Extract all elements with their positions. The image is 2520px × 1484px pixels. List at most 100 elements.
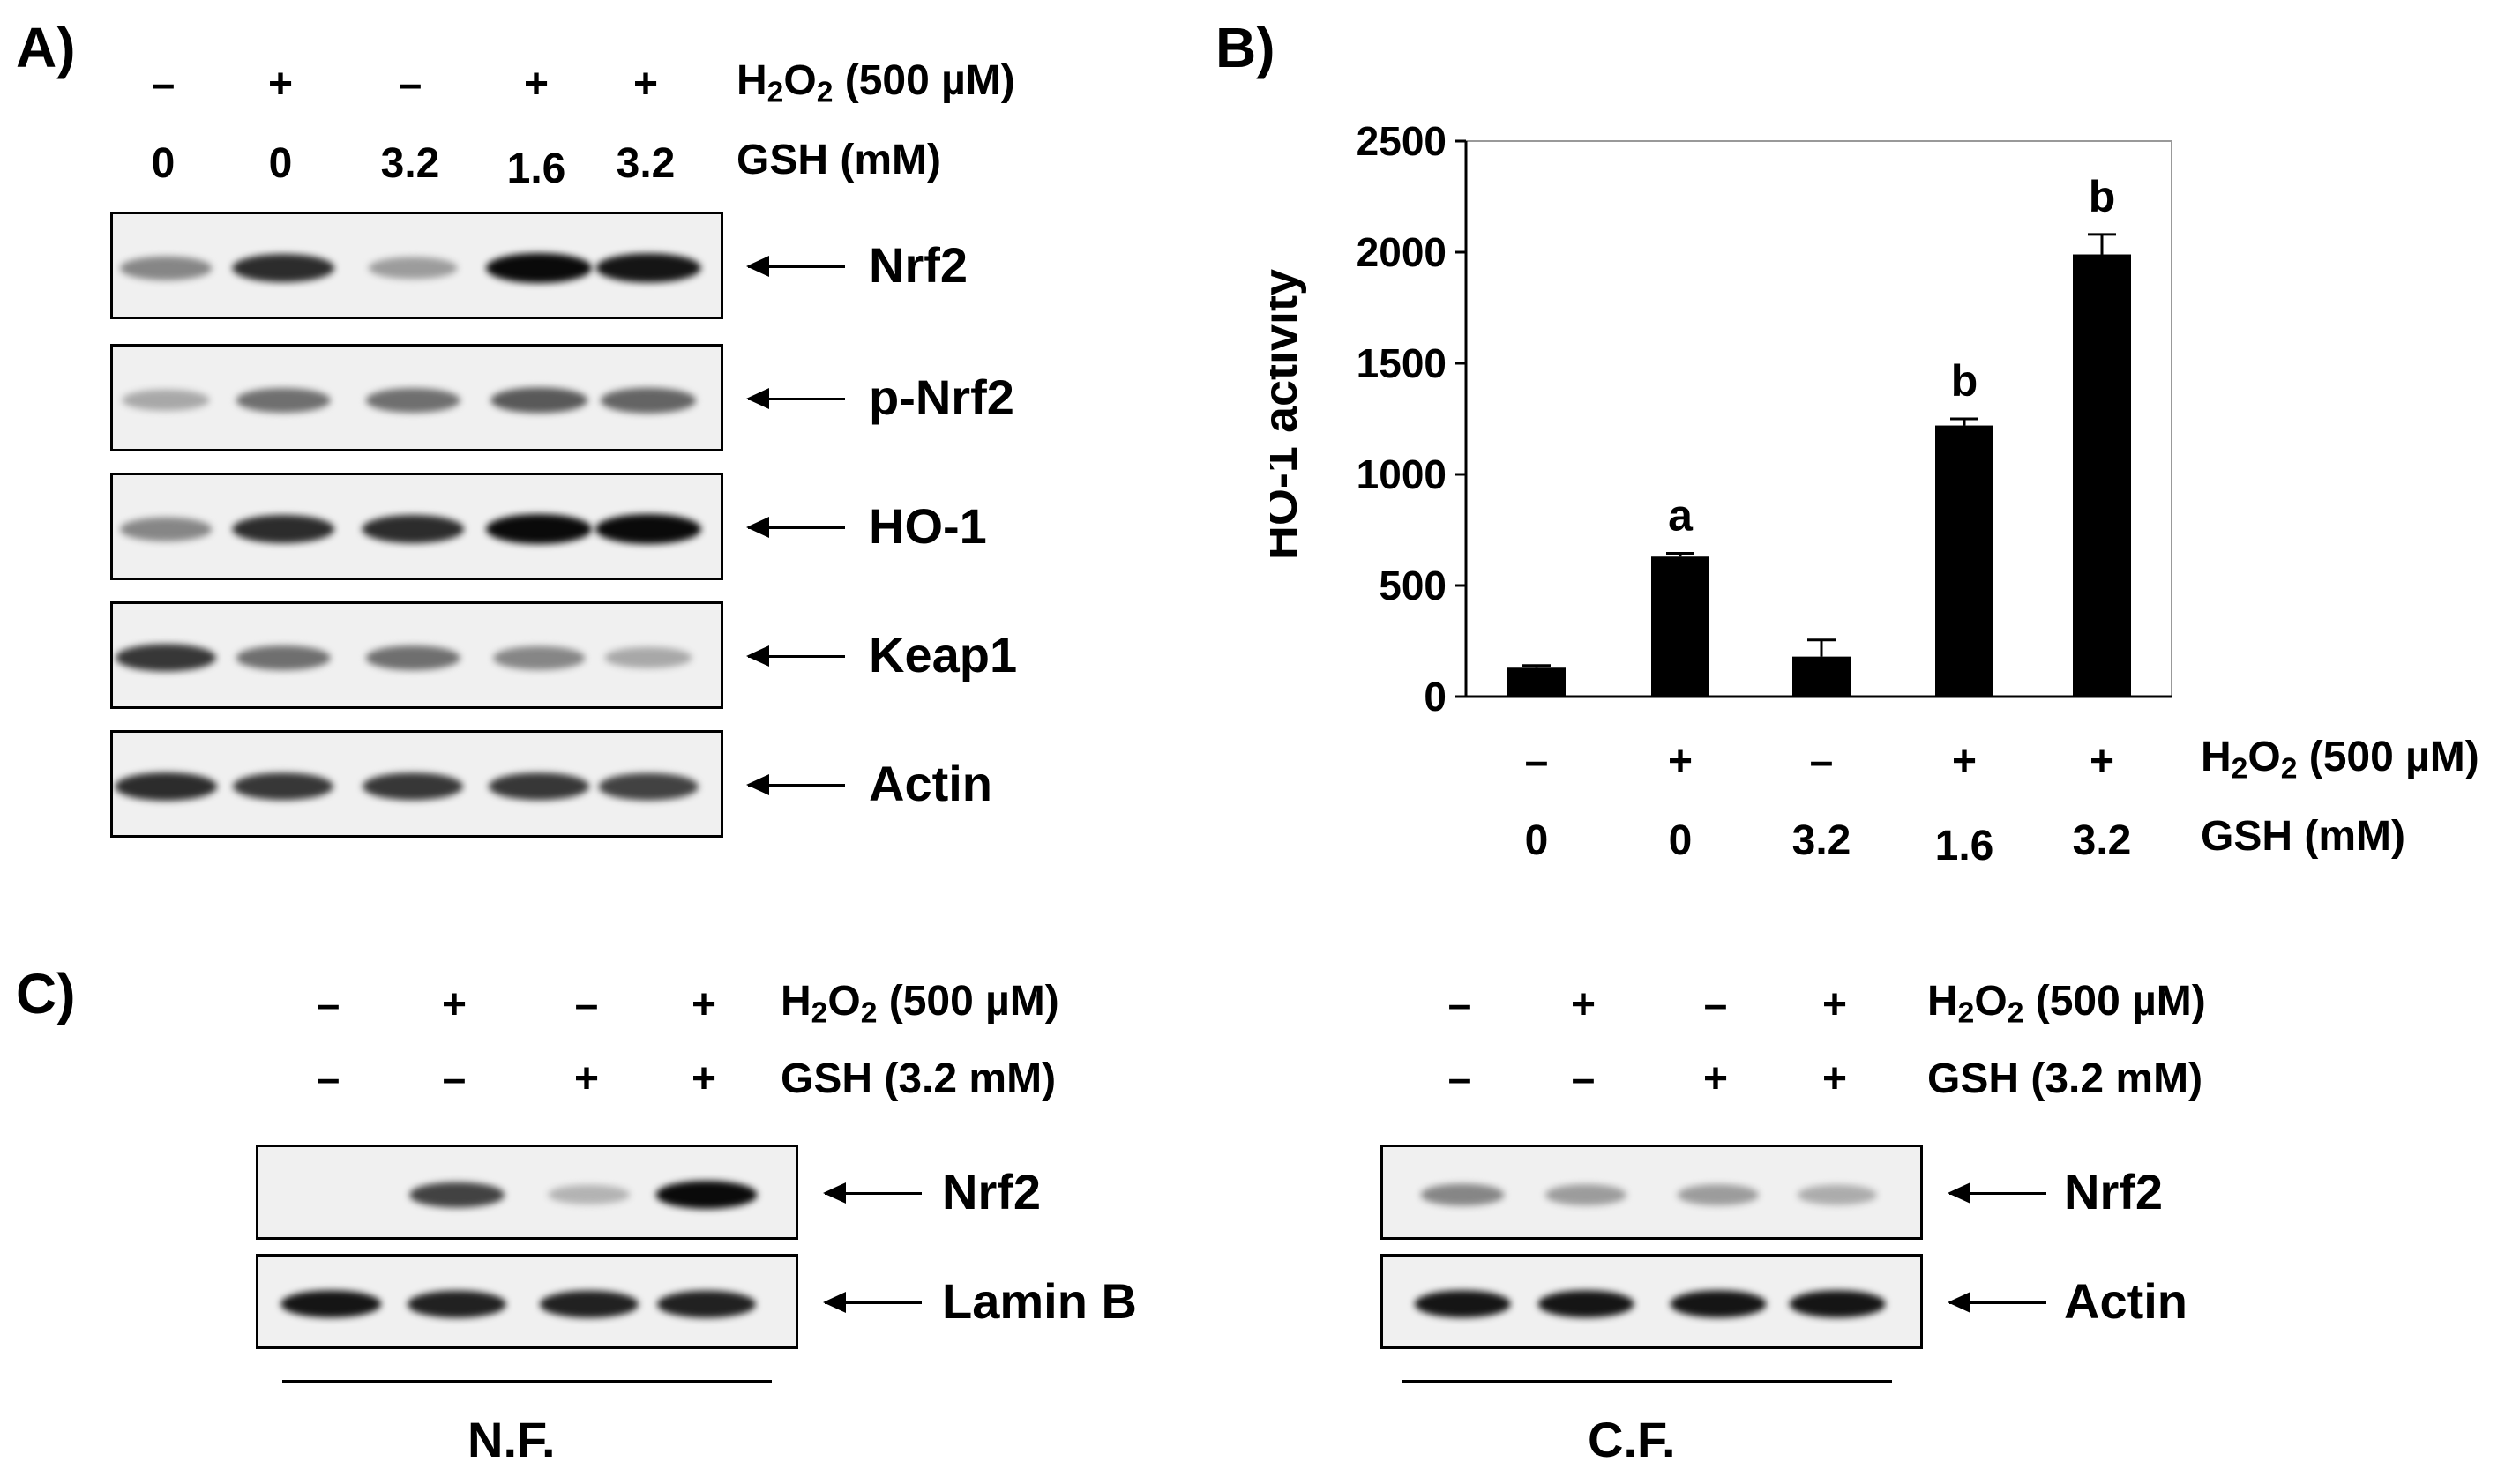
band [486, 514, 592, 544]
y-axis-label: HO-1 activity [1270, 269, 1307, 560]
band [486, 253, 592, 283]
panel-a-h2o2-sign: – [398, 61, 422, 108]
band [595, 253, 701, 283]
band [232, 515, 334, 543]
chart-axes: 0 500 1000 1500 2000 2500 [1357, 123, 2172, 720]
panel-c-h2o2-sign: + [691, 981, 717, 1028]
panel-a-label: A) [16, 16, 76, 79]
band [280, 1290, 381, 1318]
y-tick-label: 1000 [1357, 451, 1447, 497]
panel-c-h2o2-sign: + [441, 981, 467, 1028]
blot-label-a-actin: Actin [869, 756, 992, 811]
panel-b-h2o2-sign: + [1667, 738, 1694, 785]
panel-c-nf-h2o2-label: H2O2 (500 µM) [781, 981, 1059, 1028]
panel-c-gsh-sign: – [316, 1055, 340, 1102]
panel-c-gsh-sign: + [1702, 1055, 1729, 1102]
panel-c-gsh-sign: + [573, 1055, 600, 1102]
blot-label-a-keap1: Keap1 [869, 627, 1018, 682]
blot-label-cf-nrf2: Nrf2 [2064, 1164, 2164, 1219]
panel-b-h2o2-sign: – [1524, 738, 1549, 785]
band [493, 645, 585, 670]
band [489, 772, 589, 801]
panel-c-gsh-sign: + [1821, 1055, 1848, 1102]
cf-nrf2-blot [1380, 1145, 1923, 1240]
bar-5 [2073, 254, 2131, 697]
band [236, 645, 331, 670]
panel-b-gsh-label: GSH (mM) [2201, 813, 2405, 860]
panel-b-h2o2-sign: + [2089, 738, 2115, 785]
a-keap1-blot [110, 601, 723, 709]
panel-c-label: C) [16, 962, 76, 1025]
y-tick-label: 500 [1379, 563, 1447, 608]
bar-3 [1792, 656, 1851, 697]
arrow-icon [823, 1182, 922, 1204]
panel-c-nf-gsh-label: GSH (3.2 mM) [781, 1055, 1057, 1102]
panel-c-gsh-sign: – [1571, 1055, 1596, 1102]
blot-label-a-p-nrf2: p-Nrf2 [869, 369, 1014, 425]
panel-b-gsh-value: 3.2 [2072, 817, 2132, 864]
panel-c-gsh-sign: – [442, 1055, 467, 1102]
blot-label-nf-lamin-b: Lamin B [942, 1273, 1137, 1329]
panel-a-gsh-value: 0 [268, 140, 293, 187]
h2o2-text: H2O2 (500 µM) [781, 978, 1059, 1030]
band [365, 388, 460, 413]
panel-c-cf-gsh-label: GSH (3.2 mM) [1927, 1055, 2203, 1102]
cf-underline [1402, 1380, 1892, 1383]
significance-label: a [1668, 490, 1694, 540]
panel-b-h2o2-label: H2O2 (500 µM) [2201, 736, 2479, 784]
band [595, 514, 701, 544]
arrow-icon [823, 1292, 922, 1313]
y-tick-label: 1500 [1357, 340, 1447, 386]
panel-a-h2o2-sign: + [632, 61, 659, 108]
cf-actin-blot [1380, 1254, 1923, 1349]
panel-b-gsh-value: 0 [1668, 817, 1693, 864]
panel-b-label: B) [1215, 16, 1275, 79]
panel-c-h2o2-sign: – [316, 981, 340, 1028]
panel-b-gsh-value: 0 [1524, 817, 1549, 864]
panel-a-gsh-value: 1.6 [506, 145, 566, 192]
nf-lamin-b-blot [256, 1254, 798, 1349]
arrow-icon [746, 645, 845, 667]
arrow-icon [746, 388, 845, 409]
blot-label-cf-actin: Actin [2064, 1273, 2187, 1329]
panel-a-h2o2-sign: – [151, 61, 176, 108]
band [598, 772, 699, 801]
band [115, 772, 217, 801]
panel-c-h2o2-sign: – [1447, 981, 1472, 1028]
band [1420, 1183, 1505, 1206]
panel-b-gsh-value: 3.2 [1791, 817, 1851, 864]
nf-nrf2-blot [256, 1145, 798, 1240]
band [232, 254, 334, 282]
band [120, 256, 212, 280]
arrow-icon [746, 256, 845, 277]
bar-2 [1651, 556, 1709, 697]
cf-fraction-label: C.F. [1588, 1412, 1676, 1467]
band [1414, 1290, 1511, 1318]
h2o2-text: H2O2 (500 µM) [2201, 734, 2479, 786]
panel-c-h2o2-sign: – [574, 981, 599, 1028]
band [604, 646, 692, 669]
y-tick-label: 2000 [1357, 229, 1447, 275]
blot-label-a-nrf2: Nrf2 [869, 237, 968, 293]
band [1797, 1184, 1878, 1205]
panel-c-h2o2-sign: – [1703, 981, 1728, 1028]
nf-fraction-label: N.F. [467, 1412, 556, 1467]
band [365, 645, 460, 670]
band [362, 515, 464, 543]
band [1677, 1184, 1760, 1205]
bar-4 [1935, 425, 1993, 697]
nf-underline [282, 1380, 772, 1383]
y-tick-label: 2500 [1357, 123, 1447, 164]
plot-frame [1465, 140, 2172, 697]
band [656, 1290, 757, 1318]
a-p-nrf2-blot [110, 344, 723, 451]
panel-a-gsh-label: GSH (mM) [737, 137, 941, 183]
blot-label-nf-nrf2: Nrf2 [942, 1164, 1042, 1219]
panel-a-gsh-value: 3.2 [616, 140, 676, 187]
band [655, 1181, 758, 1209]
significance-label: b [2089, 172, 2116, 221]
panel-c-gsh-sign: – [1447, 1055, 1472, 1102]
band [601, 387, 696, 414]
h2o2-text: H2O2 (500 µM) [1927, 978, 2206, 1030]
band [1670, 1290, 1767, 1318]
